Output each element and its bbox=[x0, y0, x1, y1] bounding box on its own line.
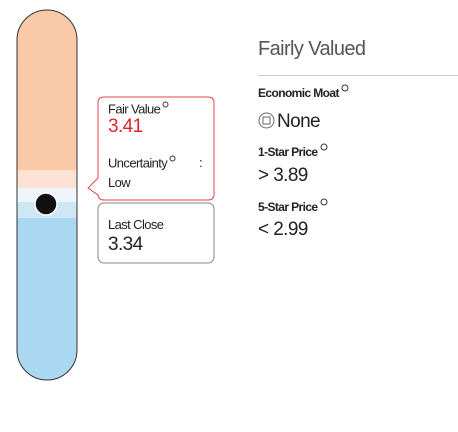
valuation-gauge bbox=[16, 9, 215, 381]
last-close-label: Last Close bbox=[108, 217, 164, 232]
price: 2.99 bbox=[273, 219, 308, 240]
uncertainty: Low bbox=[108, 175, 131, 190]
info-icon bbox=[320, 198, 328, 206]
info-icon bbox=[162, 101, 169, 108]
divider bbox=[258, 75, 458, 76]
five-star-label: 5-Star Price bbox=[258, 198, 328, 214]
uncertainty-label: Uncertainty bbox=[108, 155, 176, 170]
moat: None bbox=[258, 111, 321, 133]
info-icon bbox=[341, 84, 349, 92]
price: 3.89 bbox=[273, 165, 308, 186]
rating: Fairly Valued bbox=[258, 38, 366, 60]
one-star-label: 1-Star Price bbox=[258, 143, 328, 159]
info-icon bbox=[320, 143, 328, 151]
five-star: < 2.99 bbox=[258, 219, 308, 241]
last-close: 3.34 bbox=[108, 234, 143, 255]
moat-icon bbox=[258, 112, 275, 129]
info-icon bbox=[169, 155, 176, 162]
fair-value-label: Fair Value bbox=[108, 101, 169, 116]
moat-label: Economic Moat bbox=[258, 84, 349, 100]
fair-value: 3.41 bbox=[108, 116, 143, 137]
comparator: > bbox=[258, 165, 269, 186]
comparator: < bbox=[258, 219, 269, 240]
uncertainty-separator: : bbox=[199, 155, 203, 170]
one-star: > 3.89 bbox=[258, 165, 308, 187]
